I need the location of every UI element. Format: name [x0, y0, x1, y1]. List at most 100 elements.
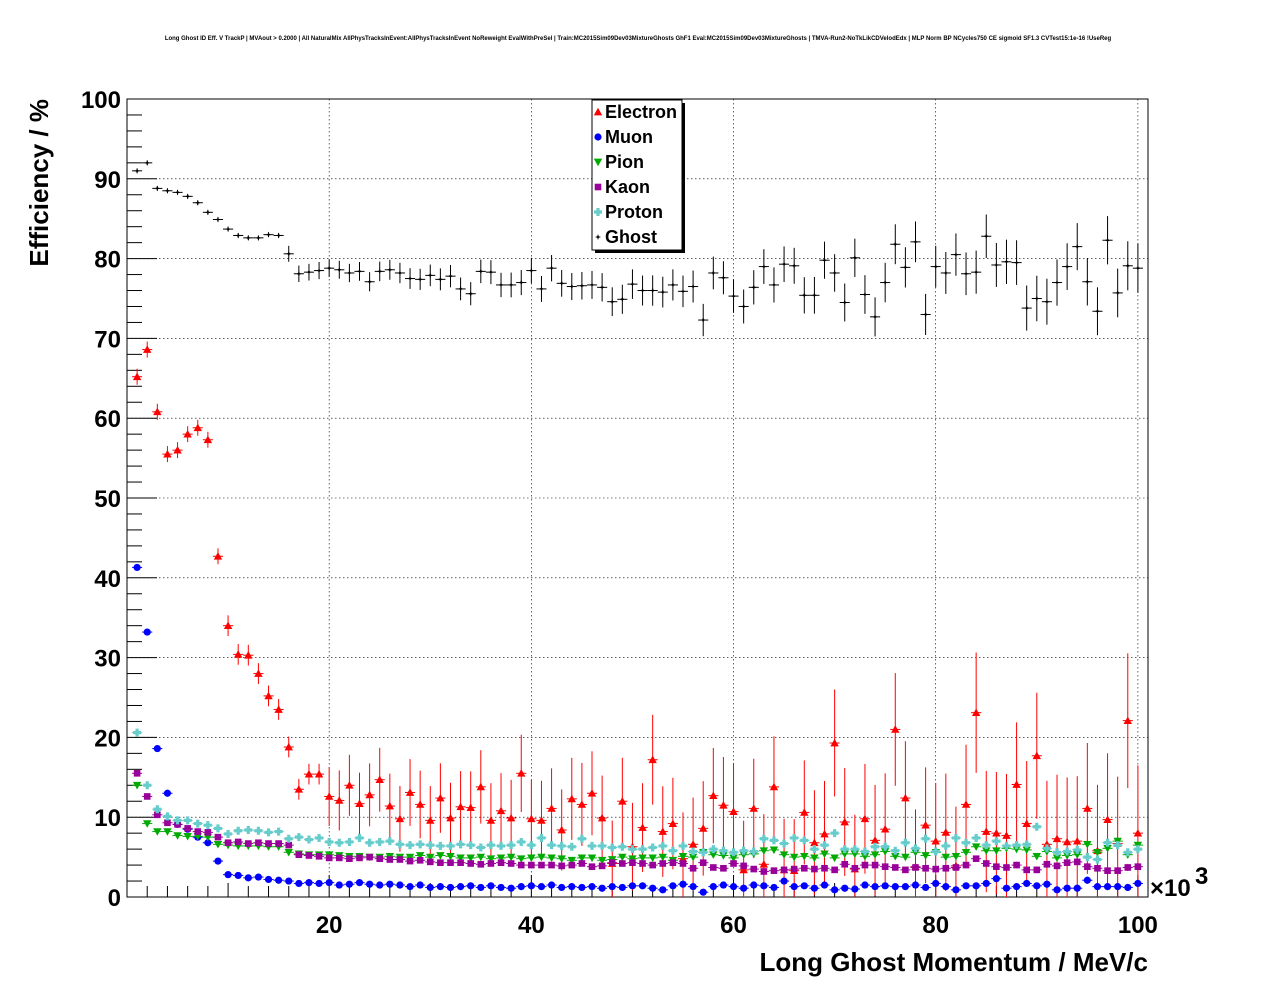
data-point [547, 841, 556, 850]
data-point [1103, 844, 1112, 853]
data-point [892, 241, 899, 248]
data-point [356, 854, 363, 862]
data-point [931, 836, 940, 845]
data-point [355, 879, 364, 887]
data-point [193, 423, 202, 432]
data-point [891, 852, 900, 861]
data-point [396, 269, 403, 276]
data-point [689, 883, 697, 891]
data-point [891, 725, 900, 733]
data-point [850, 850, 860, 859]
data-point [1083, 853, 1092, 862]
data-point [911, 848, 920, 857]
data-point [557, 841, 566, 850]
data-point [376, 881, 384, 889]
data-point [235, 232, 242, 239]
data-point [901, 793, 910, 802]
data-points [132, 159, 1143, 897]
data-point [406, 841, 415, 850]
data-point [204, 829, 212, 836]
data-point [305, 269, 312, 276]
data-point [689, 864, 697, 872]
data-point [497, 841, 506, 850]
data-point [982, 827, 991, 835]
data-point [781, 261, 788, 268]
data-point [396, 856, 404, 863]
data-point [709, 883, 717, 891]
data-point [780, 839, 789, 848]
data-point [871, 861, 879, 869]
data-point [578, 883, 586, 892]
data-point [173, 816, 182, 825]
data-point [921, 852, 930, 860]
data-point [1032, 852, 1042, 861]
data-point [658, 827, 667, 835]
data-point [648, 755, 657, 764]
data-point [234, 838, 242, 846]
data-point [224, 839, 232, 847]
data-point [1124, 262, 1131, 269]
data-point [1104, 867, 1111, 874]
data-point [931, 847, 940, 856]
data-point [335, 881, 343, 889]
data-point [305, 852, 313, 859]
data-point [375, 775, 384, 784]
data-point [224, 871, 232, 879]
data-point [811, 292, 818, 299]
data-point [255, 234, 262, 241]
data-point [203, 821, 212, 830]
data-point [426, 883, 434, 892]
data-point [356, 268, 363, 275]
data-point [1043, 860, 1051, 868]
data-point [740, 884, 748, 892]
data-point [406, 857, 414, 865]
data-point [1033, 295, 1040, 302]
data-point [820, 829, 829, 838]
data-point [245, 234, 252, 241]
data-point [1093, 855, 1102, 864]
data-point [457, 285, 464, 292]
data-point [508, 281, 515, 288]
data-point [891, 864, 899, 871]
data-point [971, 843, 981, 851]
data-point [264, 691, 273, 700]
data-point [911, 881, 920, 889]
y-axis-title: Efficiency / % [24, 99, 54, 267]
data-point [901, 838, 910, 847]
data-point [214, 216, 221, 223]
y-tick-label: 40 [94, 566, 121, 593]
data-point [143, 781, 152, 790]
x-tick-label: 20 [316, 912, 343, 939]
data-point [548, 265, 555, 272]
data-point [1052, 834, 1062, 843]
data-point [153, 805, 162, 814]
data-point [204, 839, 212, 847]
data-point [810, 854, 819, 863]
data-point [477, 860, 485, 868]
data-point [638, 823, 647, 831]
legend-marker-pion [593, 158, 603, 167]
data-point [568, 883, 576, 891]
data-point [992, 837, 1001, 846]
data-point [225, 226, 232, 233]
data-point [810, 845, 819, 854]
legend-marker-proton [594, 208, 603, 216]
data-point [870, 836, 880, 844]
data-point [800, 836, 809, 845]
data-point [699, 824, 708, 832]
data-point [1013, 259, 1020, 266]
data-point [1012, 780, 1021, 788]
y-tick-label: 90 [94, 167, 121, 194]
data-point [446, 852, 455, 861]
data-point [163, 812, 172, 821]
data-point [962, 861, 970, 869]
data-point [719, 852, 728, 860]
data-point [618, 797, 627, 805]
data-point [416, 856, 424, 864]
data-point [426, 858, 434, 866]
data-point [588, 863, 596, 870]
data-point [507, 841, 516, 850]
data-point [810, 838, 819, 847]
data-point [840, 850, 849, 859]
data-point [719, 801, 728, 809]
